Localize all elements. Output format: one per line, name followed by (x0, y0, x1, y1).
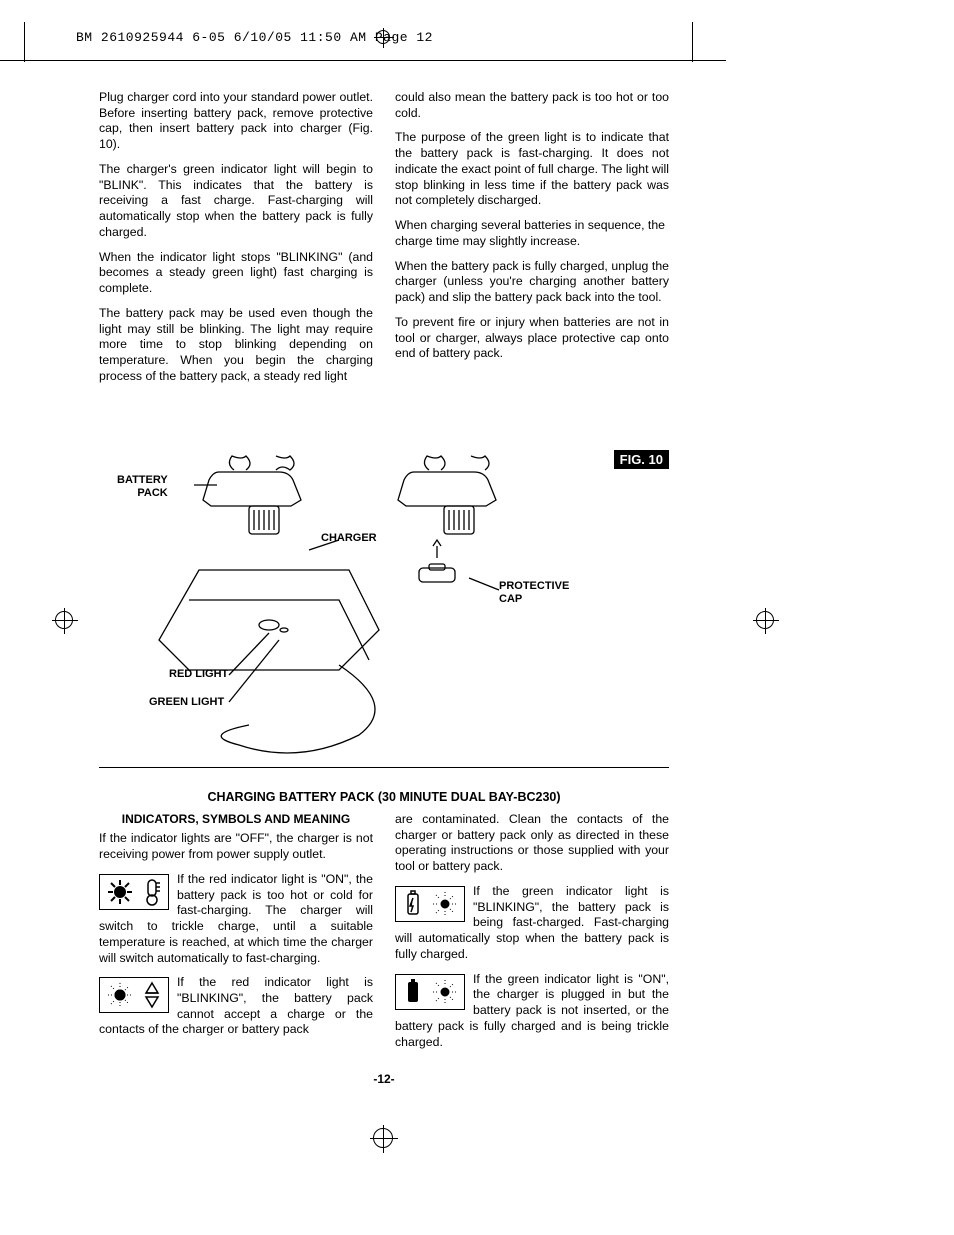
registration-mark-icon (753, 608, 779, 634)
crop-mark (692, 22, 693, 62)
column-right: are contaminated. Clean the contacts of … (395, 812, 669, 1059)
section-title: CHARGING BATTERY PACK (30 MINUTE DUAL BA… (99, 790, 669, 804)
paragraph: could also mean the battery pack is too … (395, 90, 669, 121)
charger-diagram (99, 450, 669, 760)
paragraph: The charger's green indicator light will… (99, 162, 373, 241)
paragraph: are contaminated. Clean the contacts of … (395, 812, 669, 875)
paragraph: If the indicator lights are "OFF", the c… (99, 831, 373, 862)
crop-mark (0, 60, 25, 61)
registration-mark-icon (374, 28, 394, 48)
crop-mark (24, 22, 25, 62)
paragraph: The battery pack may be used even though… (99, 306, 373, 385)
label-protective-cap: PROTECTIVE CAP (499, 580, 569, 606)
indicator-green-on-icon (395, 974, 465, 1010)
section-indicators: CHARGING BATTERY PACK (30 MINUTE DUAL BA… (99, 790, 669, 1059)
paragraph: When the battery pack is fully charged, … (395, 259, 669, 306)
indicator-green-blink-icon (395, 886, 465, 922)
registration-mark-icon (370, 1125, 398, 1153)
figure-10: FIG. 10 (99, 450, 669, 760)
page-number: -12- (99, 1072, 669, 1086)
paragraph: If the red indicator light is "ON", the … (99, 872, 373, 966)
subsection-title: INDICATORS, SYMBOLS AND MEANING (99, 812, 373, 827)
paragraph: If the green indicator light is "BLINKIN… (395, 884, 669, 963)
label-red-light: RED LIGHT (169, 668, 228, 681)
label-battery-pack: BATTERY PACK (117, 474, 168, 500)
paragraph: Plug charger cord into your standard pow… (99, 90, 373, 153)
label-green-light: GREEN LIGHT (149, 696, 224, 709)
page-frame (24, 60, 692, 61)
divider (99, 767, 669, 768)
body-text: Plug charger cord into your standard pow… (99, 90, 669, 393)
paragraph: If the green indicator light is "ON", th… (395, 972, 669, 1051)
column-left: Plug charger cord into your standard pow… (99, 90, 373, 393)
paragraph: When charging several batteries in seque… (395, 218, 669, 249)
indicator-red-blink-icon (99, 977, 169, 1013)
label-charger: CHARGER (321, 532, 377, 545)
indicator-red-on-icon (99, 874, 169, 910)
column-left: INDICATORS, SYMBOLS AND MEANING If the i… (99, 812, 373, 1059)
column-right: could also mean the battery pack is too … (395, 90, 669, 393)
paragraph: The purpose of the green light is to ind… (395, 130, 669, 209)
paragraph: If the red indicator light is "BLINKING"… (99, 975, 373, 1038)
registration-mark-icon (52, 608, 78, 634)
paragraph: To prevent fire or injury when batteries… (395, 315, 669, 362)
paragraph: When the indicator light stops "BLINKING… (99, 250, 373, 297)
crop-mark (692, 60, 726, 61)
